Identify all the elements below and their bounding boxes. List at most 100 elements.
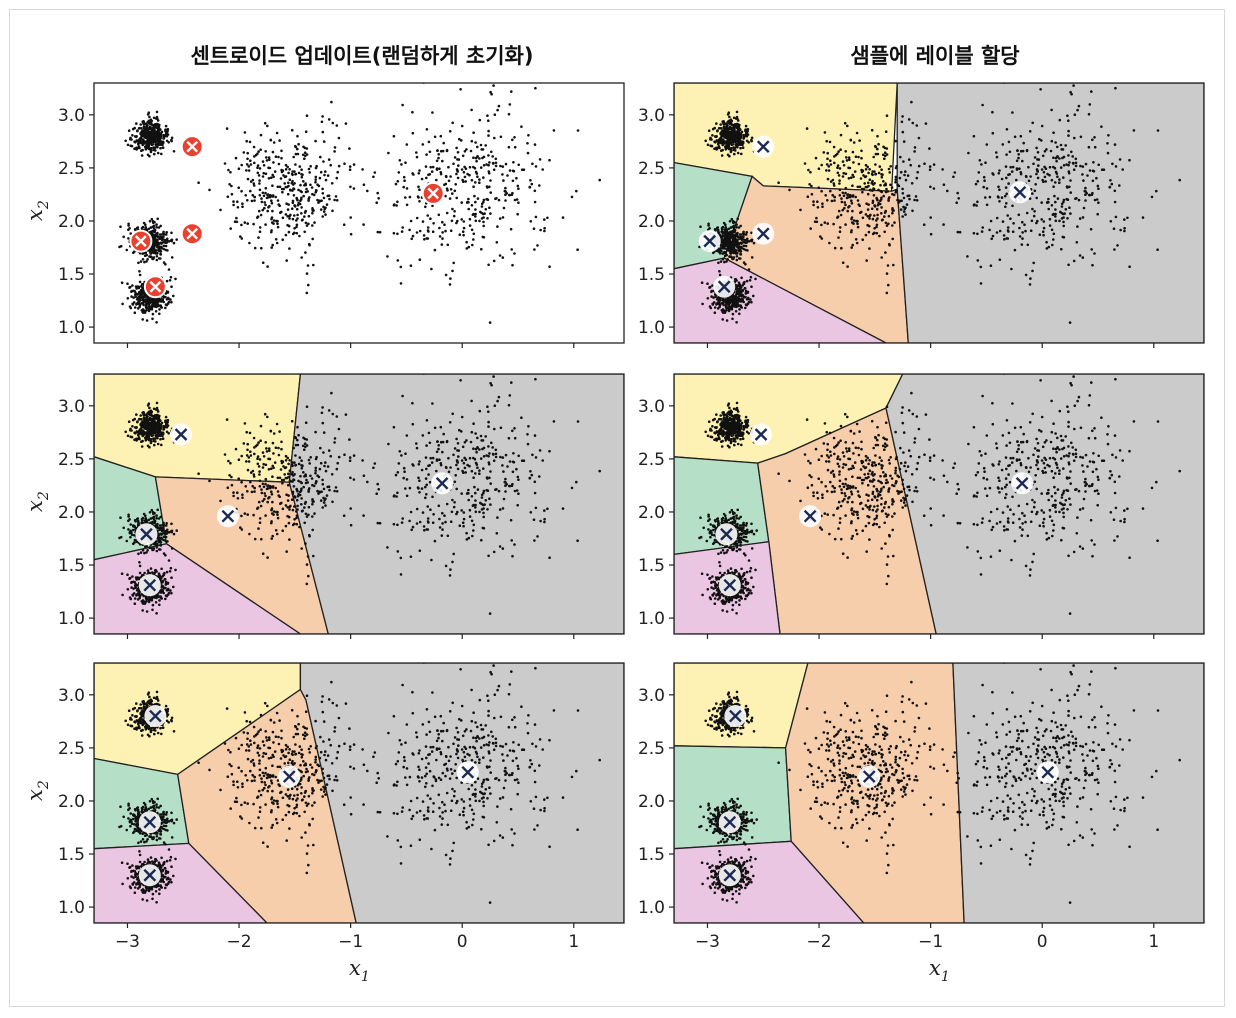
sample-point [300, 168, 303, 171]
sample-point [327, 158, 331, 161]
sample-point [901, 192, 905, 195]
panel-row1-left: 1.01.52.02.53.0x2 [23, 82, 625, 348]
sample-point [736, 217, 739, 221]
sample-point [250, 199, 254, 203]
sample-point [147, 146, 150, 150]
sample-point [169, 275, 173, 279]
sample-point [1067, 129, 1070, 133]
sample-point [828, 241, 831, 245]
sample-point [504, 199, 507, 202]
sample-point [894, 166, 898, 170]
sample-point [156, 436, 159, 440]
sample-point [163, 529, 167, 533]
sample-point [141, 138, 144, 142]
sample-point [721, 310, 724, 314]
sample-point [1048, 217, 1052, 221]
sample-point [400, 230, 404, 233]
sample-point [844, 186, 848, 190]
sample-point [1028, 283, 1032, 286]
sample-point [482, 200, 485, 204]
sample-point [320, 120, 324, 124]
sample-point [1106, 142, 1109, 145]
sample-point [1033, 210, 1036, 213]
sample-point [245, 169, 248, 172]
sample-point [308, 243, 311, 247]
sample-point [474, 170, 478, 174]
sample-point [150, 143, 153, 146]
sample-point [162, 427, 166, 431]
sample-point [719, 260, 723, 263]
sample-point [405, 187, 409, 190]
sample-point [870, 207, 874, 210]
figure-frame [9, 9, 1225, 1007]
sample-point [169, 298, 172, 301]
sample-point [262, 164, 266, 167]
sample-point [143, 425, 147, 428]
sample-point [159, 515, 162, 519]
sample-point [150, 308, 154, 311]
sample-point [403, 179, 406, 182]
sample-point [164, 233, 168, 236]
sample-point [146, 298, 149, 301]
sample-point [159, 544, 163, 547]
sample-point [159, 146, 162, 150]
sample-point [716, 129, 719, 132]
sample-point [810, 184, 813, 188]
sample-point [727, 111, 731, 114]
sample-point [148, 134, 151, 138]
sample-point [468, 165, 472, 169]
sample-point [335, 199, 339, 202]
sample-point [1058, 178, 1061, 181]
sample-point [274, 238, 278, 241]
sample-point [494, 197, 497, 200]
sample-point [1035, 146, 1038, 150]
centroid-marker [752, 222, 775, 245]
sample-point [155, 514, 158, 517]
sample-point [275, 241, 279, 245]
sample-point [735, 254, 739, 258]
sample-point [952, 175, 955, 179]
sample-point [277, 203, 281, 206]
sample-point [826, 151, 829, 155]
sample-point [1040, 139, 1043, 142]
sample-point [482, 176, 485, 179]
sample-point [144, 226, 148, 229]
sample-point [728, 134, 731, 138]
sample-point [726, 231, 730, 234]
sample-point [147, 433, 151, 436]
sample-point [167, 559, 171, 562]
sample-point [942, 183, 946, 186]
sample-point [1078, 254, 1082, 257]
sample-point [170, 139, 173, 143]
sample-point [808, 183, 811, 186]
sample-point [141, 258, 145, 261]
sample-point [1107, 134, 1110, 137]
sample-point [152, 221, 155, 225]
sample-point [479, 166, 483, 169]
sample-point [465, 240, 468, 244]
sample-point [878, 202, 882, 206]
sample-point [272, 219, 276, 222]
sample-point [287, 230, 291, 234]
sample-point [270, 221, 274, 224]
sample-point [147, 437, 150, 441]
sample-point [1004, 205, 1007, 209]
sample-point [147, 227, 150, 231]
sample-point [471, 243, 474, 247]
sample-point [458, 233, 462, 236]
sample-point [319, 170, 323, 174]
sample-point [838, 167, 842, 170]
sample-point [487, 129, 490, 133]
sample-point [283, 182, 287, 185]
sample-point [885, 153, 889, 156]
sample-point [845, 159, 849, 162]
sample-point [162, 240, 165, 244]
sample-point [142, 413, 145, 416]
sample-point [850, 217, 853, 221]
sample-point [317, 184, 321, 188]
sample-point [1081, 173, 1084, 176]
sample-point [418, 188, 421, 191]
sample-point [736, 151, 740, 155]
sample-point [465, 247, 469, 250]
sample-point [399, 282, 403, 285]
